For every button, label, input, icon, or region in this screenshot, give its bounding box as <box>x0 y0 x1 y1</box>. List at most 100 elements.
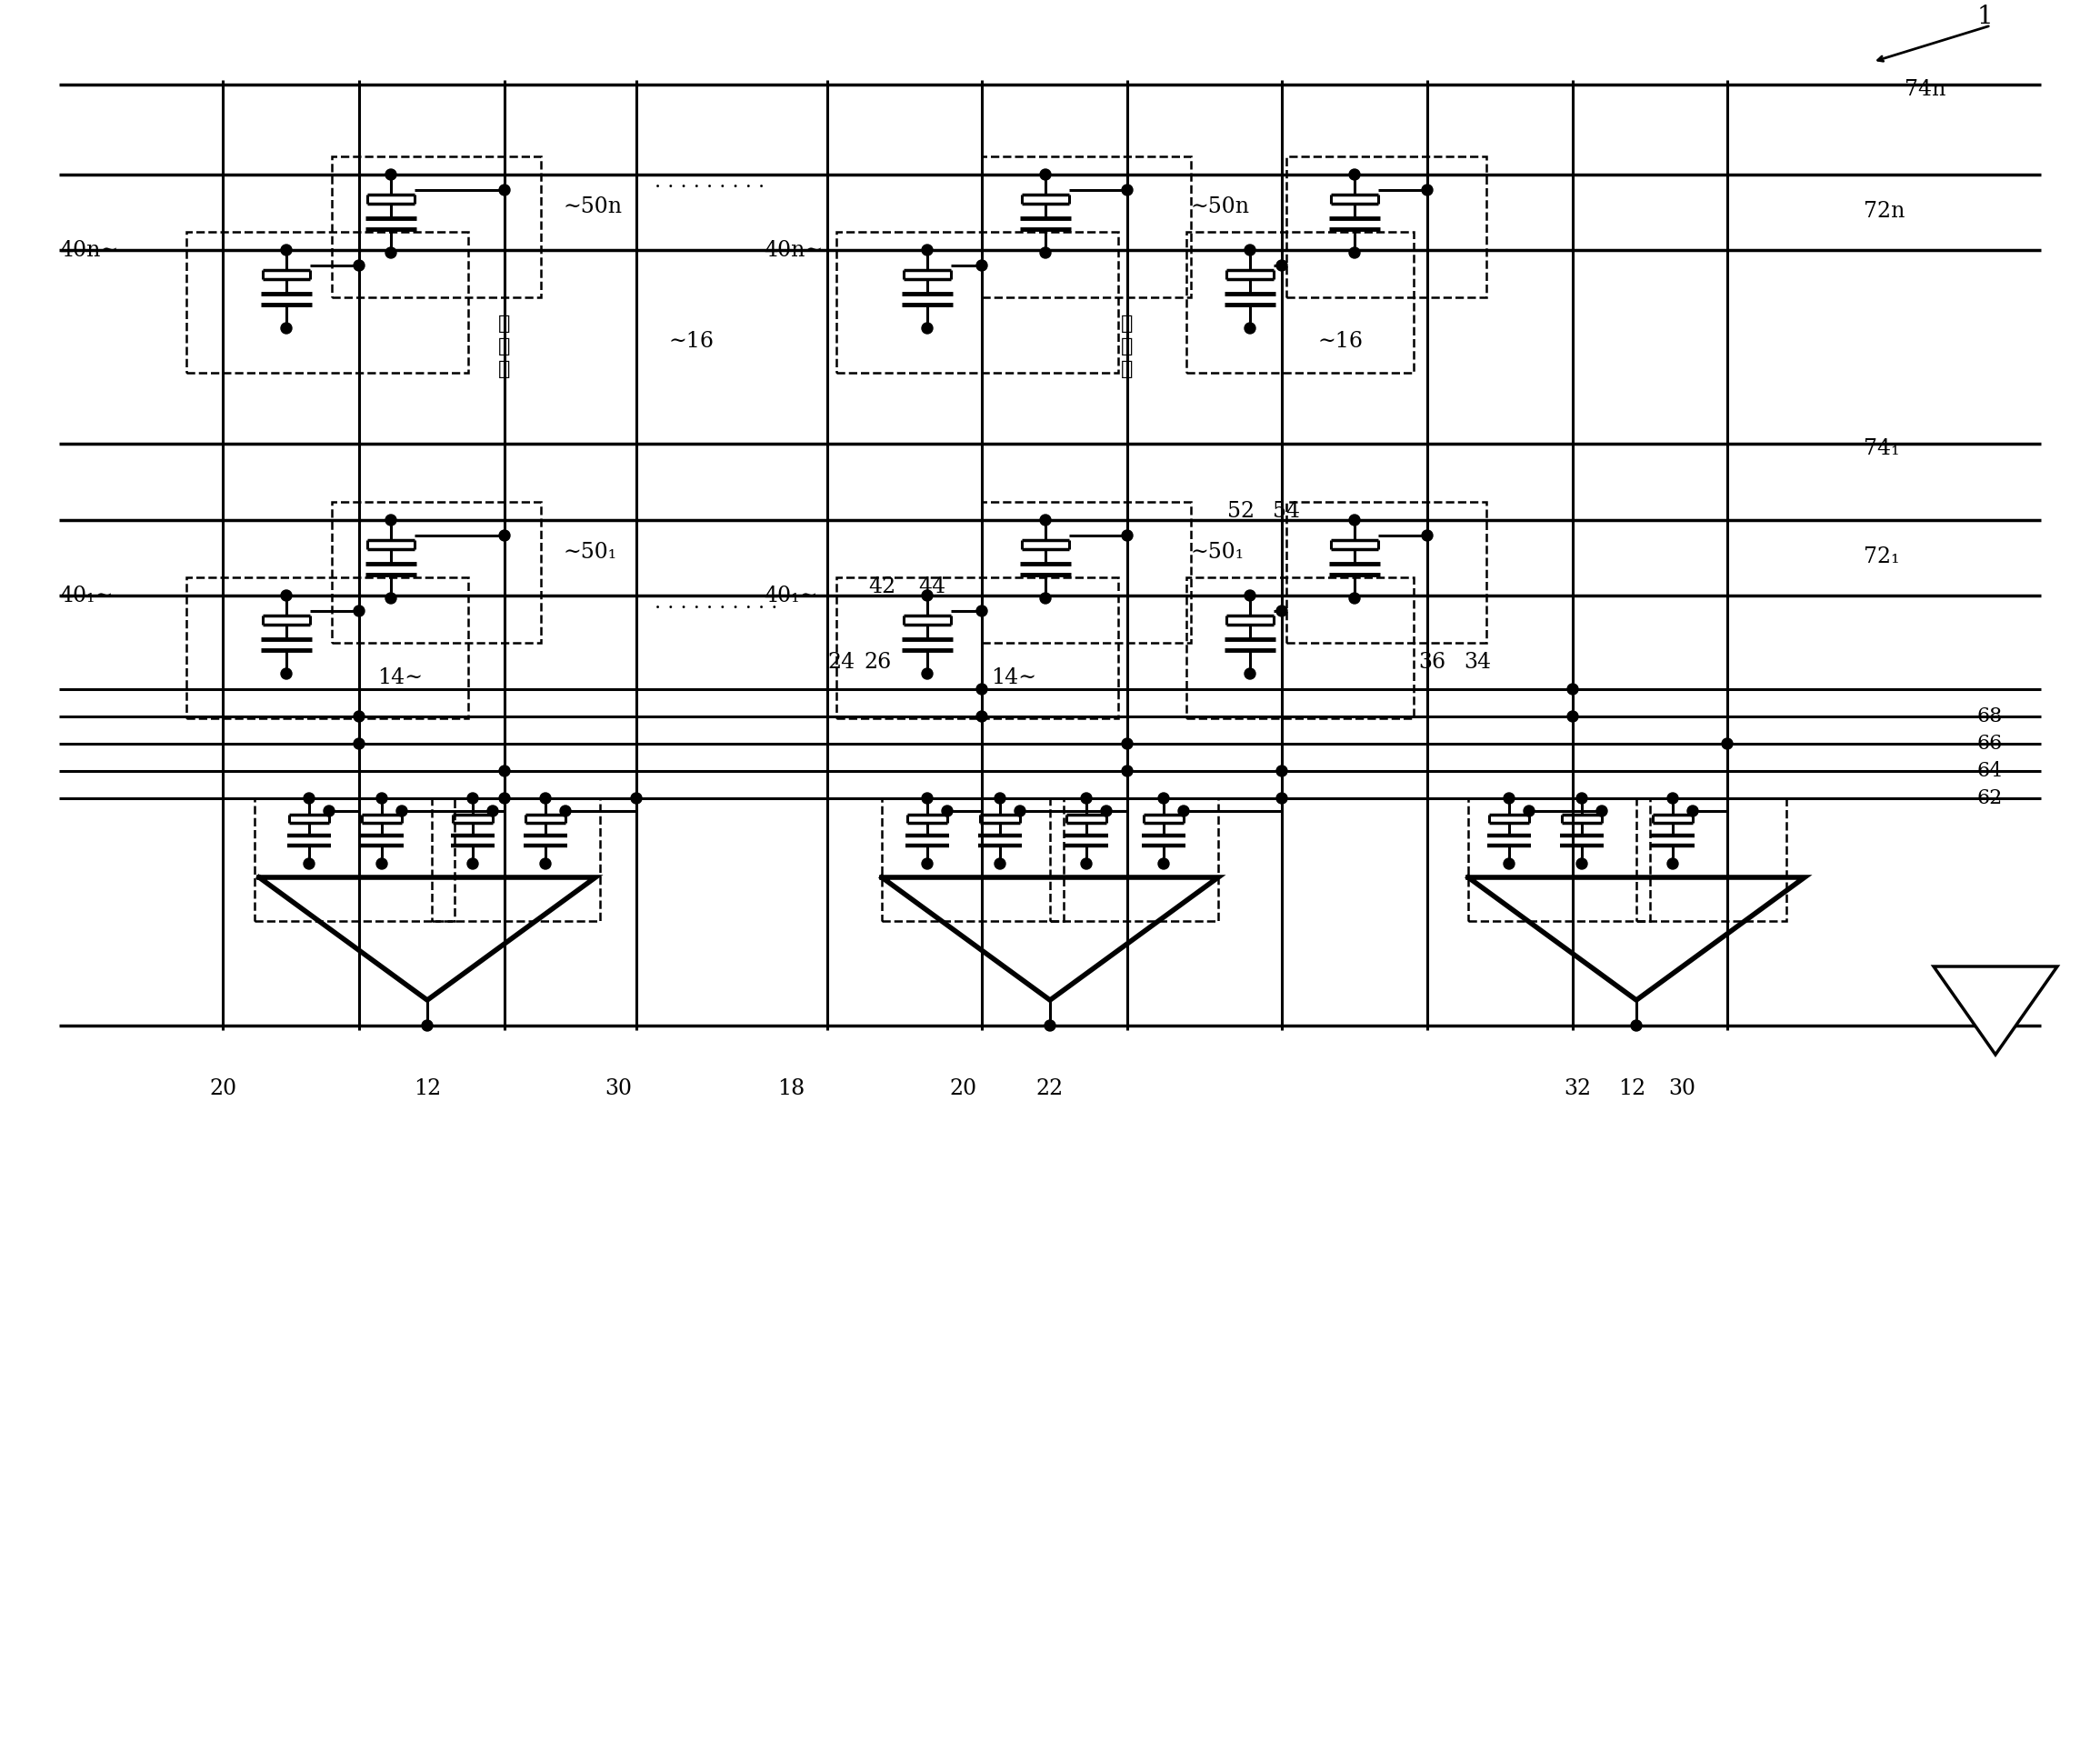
Circle shape <box>397 805 407 816</box>
Text: 22: 22 <box>1035 1078 1065 1099</box>
Circle shape <box>1277 765 1287 777</box>
Circle shape <box>1178 805 1189 816</box>
Text: 12: 12 <box>1619 1078 1646 1099</box>
Circle shape <box>1159 858 1170 869</box>
Text: 44: 44 <box>918 576 945 597</box>
Circle shape <box>500 530 510 541</box>
Circle shape <box>281 590 292 601</box>
Text: 72₁: 72₁ <box>1863 546 1900 567</box>
Text: 24: 24 <box>827 652 855 673</box>
Text: ∼50₁: ∼50₁ <box>563 541 617 562</box>
Bar <box>1636 798 1787 922</box>
Circle shape <box>376 858 386 869</box>
Circle shape <box>281 322 292 333</box>
Circle shape <box>1040 515 1050 525</box>
Circle shape <box>540 793 550 803</box>
Circle shape <box>1014 805 1025 816</box>
Text: 1: 1 <box>1978 4 1993 28</box>
Circle shape <box>281 668 292 678</box>
Circle shape <box>1121 738 1132 749</box>
Circle shape <box>1667 858 1678 869</box>
Circle shape <box>468 793 479 803</box>
Text: ⋮
⋮
⋮: ⋮ ⋮ ⋮ <box>1121 314 1134 379</box>
Circle shape <box>1277 261 1287 271</box>
Circle shape <box>1044 1020 1056 1031</box>
Circle shape <box>323 805 334 816</box>
Circle shape <box>1040 169 1050 180</box>
Text: 36: 36 <box>1418 652 1445 673</box>
Text: 72n: 72n <box>1863 201 1905 222</box>
Circle shape <box>1348 169 1361 180</box>
Circle shape <box>1245 245 1256 255</box>
Bar <box>332 157 542 298</box>
Text: 20: 20 <box>210 1078 237 1099</box>
Text: 54: 54 <box>1273 500 1300 522</box>
Circle shape <box>1245 322 1256 333</box>
Circle shape <box>1504 793 1514 803</box>
Text: ∼50n: ∼50n <box>1191 196 1250 217</box>
Bar <box>1468 798 1651 922</box>
Circle shape <box>540 858 550 869</box>
Circle shape <box>1121 530 1132 541</box>
Circle shape <box>1348 592 1361 604</box>
Circle shape <box>1100 805 1111 816</box>
Text: ∼50₁: ∼50₁ <box>1191 541 1245 562</box>
Circle shape <box>1040 592 1050 604</box>
Circle shape <box>487 805 498 816</box>
Circle shape <box>353 712 365 722</box>
Polygon shape <box>1934 967 2058 1055</box>
Circle shape <box>1277 606 1287 617</box>
Bar <box>433 798 601 922</box>
Text: 66: 66 <box>1978 733 2003 754</box>
Circle shape <box>1082 858 1092 869</box>
Circle shape <box>1525 805 1535 816</box>
Text: . . . . . . . . .: . . . . . . . . . <box>655 173 764 192</box>
Text: 52: 52 <box>1226 500 1254 522</box>
Circle shape <box>468 858 479 869</box>
Circle shape <box>353 261 365 271</box>
Bar <box>187 233 468 374</box>
Text: 40₁∼: 40₁∼ <box>59 585 113 606</box>
Circle shape <box>500 765 510 777</box>
Circle shape <box>922 668 932 678</box>
Circle shape <box>1082 793 1092 803</box>
Text: 30: 30 <box>1667 1078 1695 1099</box>
Text: 74₁: 74₁ <box>1863 437 1900 458</box>
Circle shape <box>1121 765 1132 777</box>
Text: 42: 42 <box>867 576 897 597</box>
Circle shape <box>1159 793 1170 803</box>
Circle shape <box>1422 185 1432 196</box>
Circle shape <box>386 169 397 180</box>
Circle shape <box>922 322 932 333</box>
Text: 12: 12 <box>414 1078 441 1099</box>
Text: . . . . . . . . . .: . . . . . . . . . . <box>655 592 777 613</box>
Circle shape <box>922 858 932 869</box>
Text: 14∼: 14∼ <box>991 666 1037 687</box>
Bar <box>836 578 1117 719</box>
Bar <box>1186 578 1413 719</box>
Text: ∼50n: ∼50n <box>563 196 624 217</box>
Circle shape <box>500 793 510 803</box>
Text: 64: 64 <box>1978 761 2003 781</box>
Circle shape <box>922 590 932 601</box>
Text: 20: 20 <box>949 1078 976 1099</box>
Circle shape <box>422 1020 433 1031</box>
Circle shape <box>500 185 510 196</box>
Circle shape <box>995 858 1006 869</box>
Circle shape <box>353 606 365 617</box>
Bar <box>882 798 1063 922</box>
Text: 62: 62 <box>1978 788 2003 809</box>
Text: 40₁∼: 40₁∼ <box>764 585 817 606</box>
Circle shape <box>1567 712 1579 722</box>
Text: 18: 18 <box>777 1078 804 1099</box>
Circle shape <box>1121 185 1132 196</box>
Text: 26: 26 <box>863 652 890 673</box>
Circle shape <box>995 793 1006 803</box>
Circle shape <box>1577 858 1588 869</box>
Circle shape <box>353 738 365 749</box>
Bar <box>983 502 1191 643</box>
Text: 68: 68 <box>1978 707 2003 726</box>
Circle shape <box>1577 793 1588 803</box>
Text: ∼16: ∼16 <box>668 331 714 351</box>
Circle shape <box>1245 668 1256 678</box>
